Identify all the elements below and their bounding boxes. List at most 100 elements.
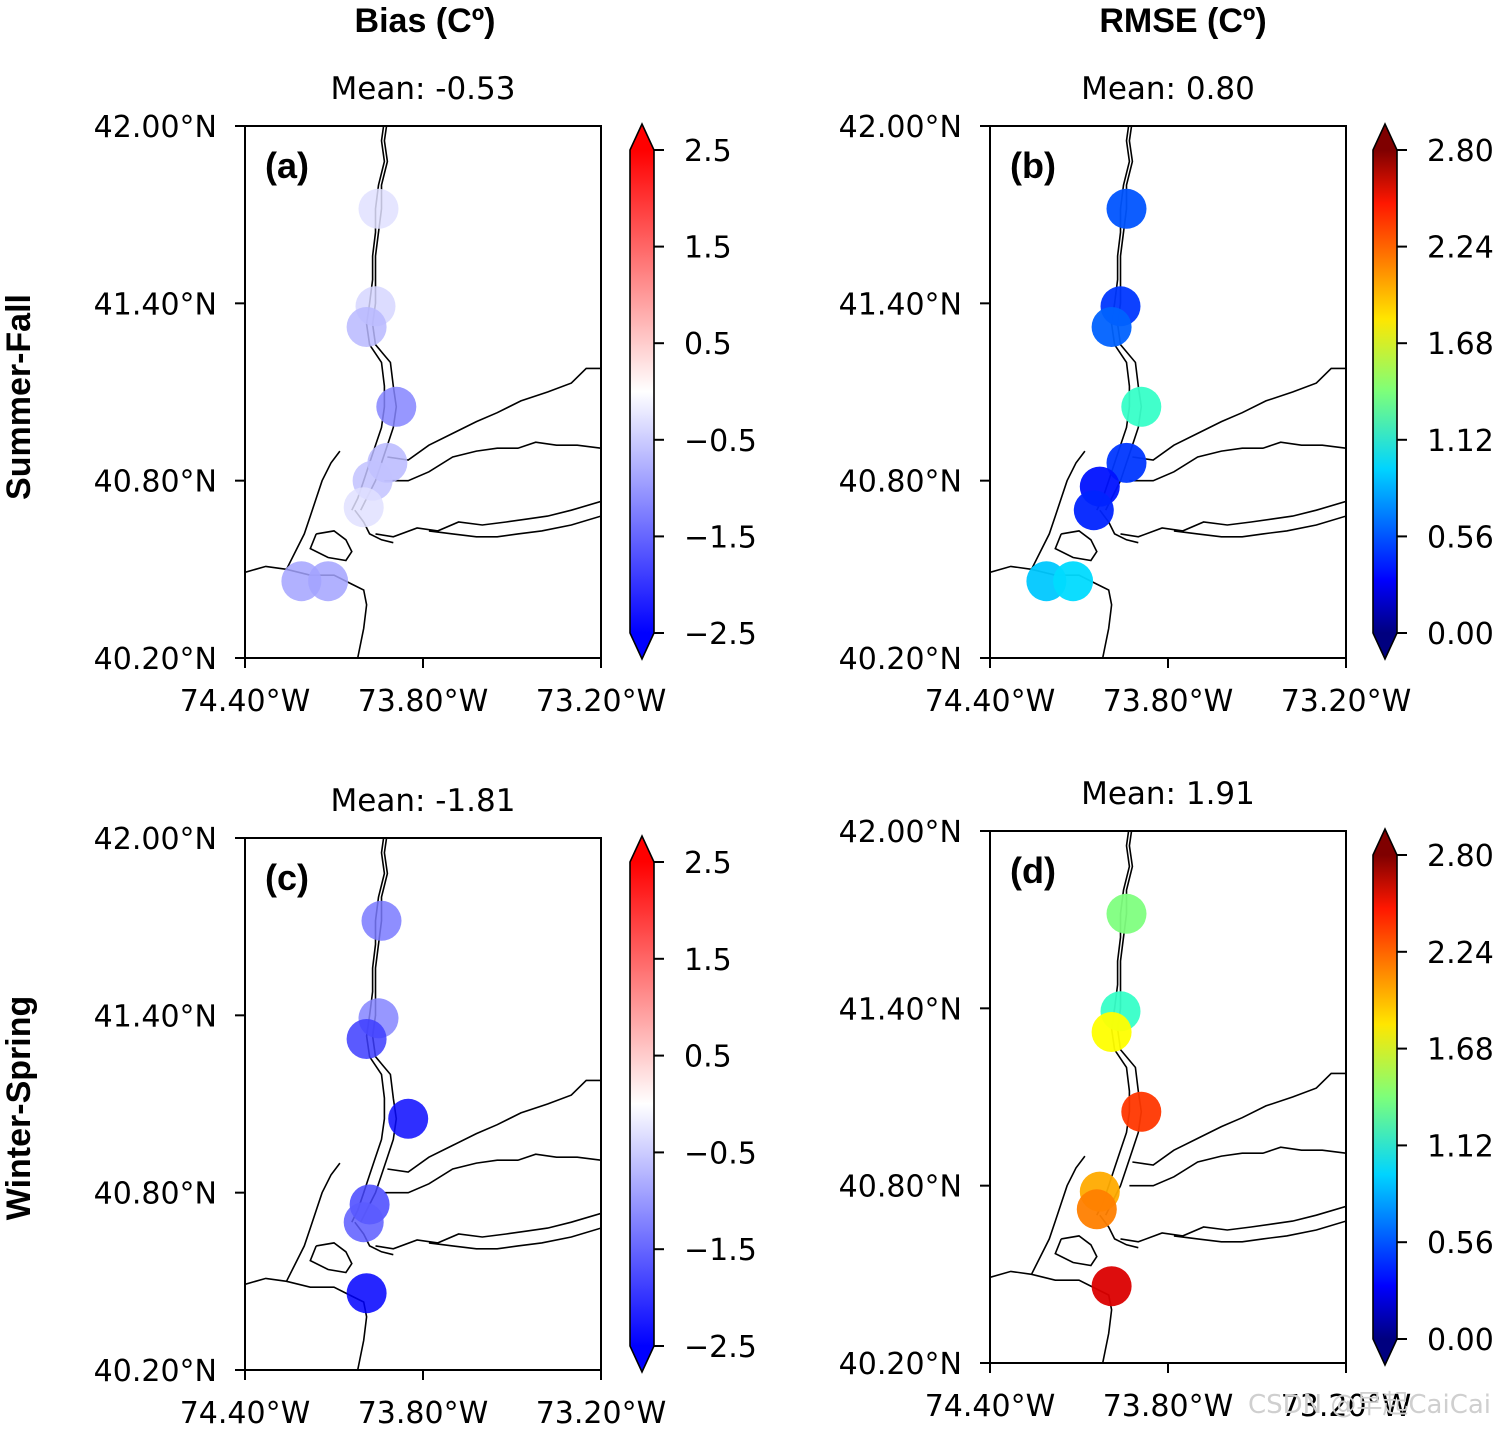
colorbar-extend-max-c (630, 836, 654, 862)
lat-tick-label-c-3: 40.20°N (94, 1354, 217, 1389)
station-marker-b-8 (1053, 561, 1094, 602)
lat-tick-label-b-2: 40.80°N (839, 465, 962, 500)
map-panel-d: Mean: 1.91 (d) 42.00°N 41.40°N 40.80°N 40.20°… (839, 776, 1494, 1424)
colorbar-gradient-d (1373, 855, 1397, 1339)
lon-tick-label-d-1: 73.80°W (1103, 1389, 1234, 1424)
colorbar-tick-label-c-5: −2.5 (684, 1330, 757, 1365)
colorbar-gradient-a (630, 150, 654, 633)
panel-mean-d: Mean: 1.91 (1081, 776, 1255, 812)
colorbar-tick-label-d-0: 2.80 (1427, 839, 1494, 874)
colorbar-c: 2.5 1.5 0.5 −0.5 −1.5 −2.5 (629, 834, 757, 1374)
station-marker-c-5 (343, 1202, 384, 1243)
station-marker-b-4 (1106, 442, 1147, 483)
column-title-rmse: RMSE (Cº) (1099, 2, 1266, 40)
colorbar-tick-label-a-2: 0.5 (684, 327, 732, 362)
station-marker-c-0 (361, 900, 402, 941)
coastline-b-3 (1129, 441, 1346, 482)
lat-tick-label-a-1: 41.40°N (94, 287, 217, 322)
coastline-d-5 (1173, 1220, 1346, 1243)
coastline-b-4 (1120, 500, 1346, 538)
station-marker-c-2 (346, 1019, 387, 1059)
colorbar-tick-label-b-2: 1.68 (1427, 327, 1494, 362)
coastline-a-3 (384, 441, 601, 482)
colorbar-tick-label-d-5: 0.00 (1427, 1323, 1494, 1358)
station-marker-a-3 (376, 386, 417, 427)
column-title-bias: Bias (Cº) (355, 2, 496, 40)
lat-tick-label-d-0: 42.00°N (839, 815, 962, 850)
lon-tick-label-c-0: 74.40°W (180, 1396, 311, 1429)
colorbar-tick-label-d-4: 0.56 (1427, 1226, 1494, 1261)
lat-tick-label-b-1: 41.40°N (839, 287, 962, 322)
colorbar-extend-min-a (630, 633, 654, 659)
lon-tick-label-d-0: 74.40°W (925, 1389, 1056, 1424)
coastline-a-8 (309, 530, 353, 562)
colorbar-tick-label-c-3: −0.5 (684, 1136, 757, 1171)
coastline-d-7 (1030, 1155, 1086, 1275)
coastline-a-5 (428, 515, 601, 538)
colorbar-tick-label-d-3: 1.12 (1427, 1129, 1494, 1164)
lat-tick-label-d-3: 40.20°N (839, 1347, 962, 1382)
colorbar-tick-label-c-2: 0.5 (684, 1040, 732, 1075)
lon-tick-label-a-1: 73.80°W (358, 684, 489, 719)
colorbar-tick-label-c-1: 1.5 (684, 943, 732, 978)
coastline-d-4 (1120, 1205, 1346, 1243)
colorbar-b: 2.80 2.24 1.68 1.12 0.56 0.00 (1372, 122, 1494, 661)
lon-tick-label-c-1: 73.80°W (358, 1396, 489, 1429)
station-marker-c-3 (388, 1098, 429, 1139)
map-panel-a: Mean: -0.53 (a) 42.00°N 41.40°N 40.80°N 40.20… (94, 71, 757, 719)
colorbar-tick-label-b-4: 0.56 (1427, 520, 1494, 555)
colorbar-tick-label-a-3: −0.5 (684, 424, 757, 459)
map-panel-b: Mean: 0.80 (b) 42.00°N 41.40°N 40.80°N 40.20°… (839, 71, 1494, 719)
panel-label-a: (a) (265, 145, 309, 186)
colorbar-extend-min-d (1373, 1339, 1397, 1365)
station-marker-a-2 (346, 307, 387, 347)
colorbar-extend-min-c (630, 1346, 654, 1372)
lon-tick-label-b-0: 74.40°W (925, 684, 1056, 719)
lon-tick-label-b-2: 73.20°W (1281, 684, 1412, 719)
colorbar-gradient-c (630, 862, 654, 1346)
colorbar-tick-label-a-1: 1.5 (684, 231, 732, 266)
lat-tick-label-c-2: 40.80°N (94, 1177, 217, 1212)
station-marker-b-3 (1121, 386, 1162, 427)
coastline-b-2 (1132, 367, 1346, 461)
coastline-a-7 (285, 450, 341, 570)
colorbar-gradient-b (1373, 150, 1397, 633)
station-marker-d-3 (1121, 1091, 1162, 1132)
colorbar-d: 2.80 2.24 1.68 1.12 0.56 0.00 (1372, 827, 1494, 1367)
colorbar-tick-label-d-2: 1.68 (1427, 1033, 1494, 1068)
lat-tick-label-c-0: 42.00°N (94, 822, 217, 857)
coastline-c-4 (375, 1212, 601, 1250)
coastline-b-5 (1173, 515, 1346, 538)
colorbar-tick-label-d-1: 2.24 (1427, 936, 1494, 971)
coastline-d-8 (1054, 1235, 1098, 1267)
coastline-c-5 (428, 1227, 601, 1250)
coastline-b-7 (1030, 450, 1086, 570)
coastline-c-2 (387, 1079, 601, 1173)
coastline-c-6 (245, 1277, 368, 1370)
row-title-summer-fall: Summer-Fall (0, 294, 38, 500)
lon-tick-label-a-0: 74.40°W (180, 684, 311, 719)
lat-tick-label-a-3: 40.20°N (94, 642, 217, 677)
station-marker-b-0 (1106, 188, 1147, 229)
panel-mean-b: Mean: 0.80 (1081, 71, 1255, 107)
coastline-c-8 (309, 1242, 353, 1274)
station-marker-d-0 (1106, 893, 1147, 934)
lat-tick-label-b-3: 40.20°N (839, 642, 962, 677)
lat-tick-label-a-2: 40.80°N (94, 465, 217, 500)
coastline-c-7 (285, 1162, 341, 1282)
coastline-b-8 (1054, 530, 1098, 562)
panel-mean-a: Mean: -0.53 (331, 71, 516, 107)
coastline-c-3 (384, 1153, 601, 1194)
coastline-d-3 (1129, 1146, 1346, 1187)
colorbar-tick-label-b-5: 0.00 (1427, 617, 1494, 652)
colorbar-tick-label-a-0: 2.5 (684, 134, 732, 169)
colorbar-tick-label-a-5: −2.5 (684, 617, 757, 652)
coastlines-c (245, 838, 601, 1370)
colorbar-tick-label-b-0: 2.80 (1427, 134, 1494, 169)
coastline-a-2 (387, 367, 601, 461)
lon-tick-label-b-1: 73.80°W (1103, 684, 1234, 719)
lat-tick-label-b-0: 42.00°N (839, 110, 962, 145)
watermark: CSDN @早起CaiCai (1248, 1390, 1491, 1420)
station-marker-d-6 (1091, 1266, 1132, 1307)
